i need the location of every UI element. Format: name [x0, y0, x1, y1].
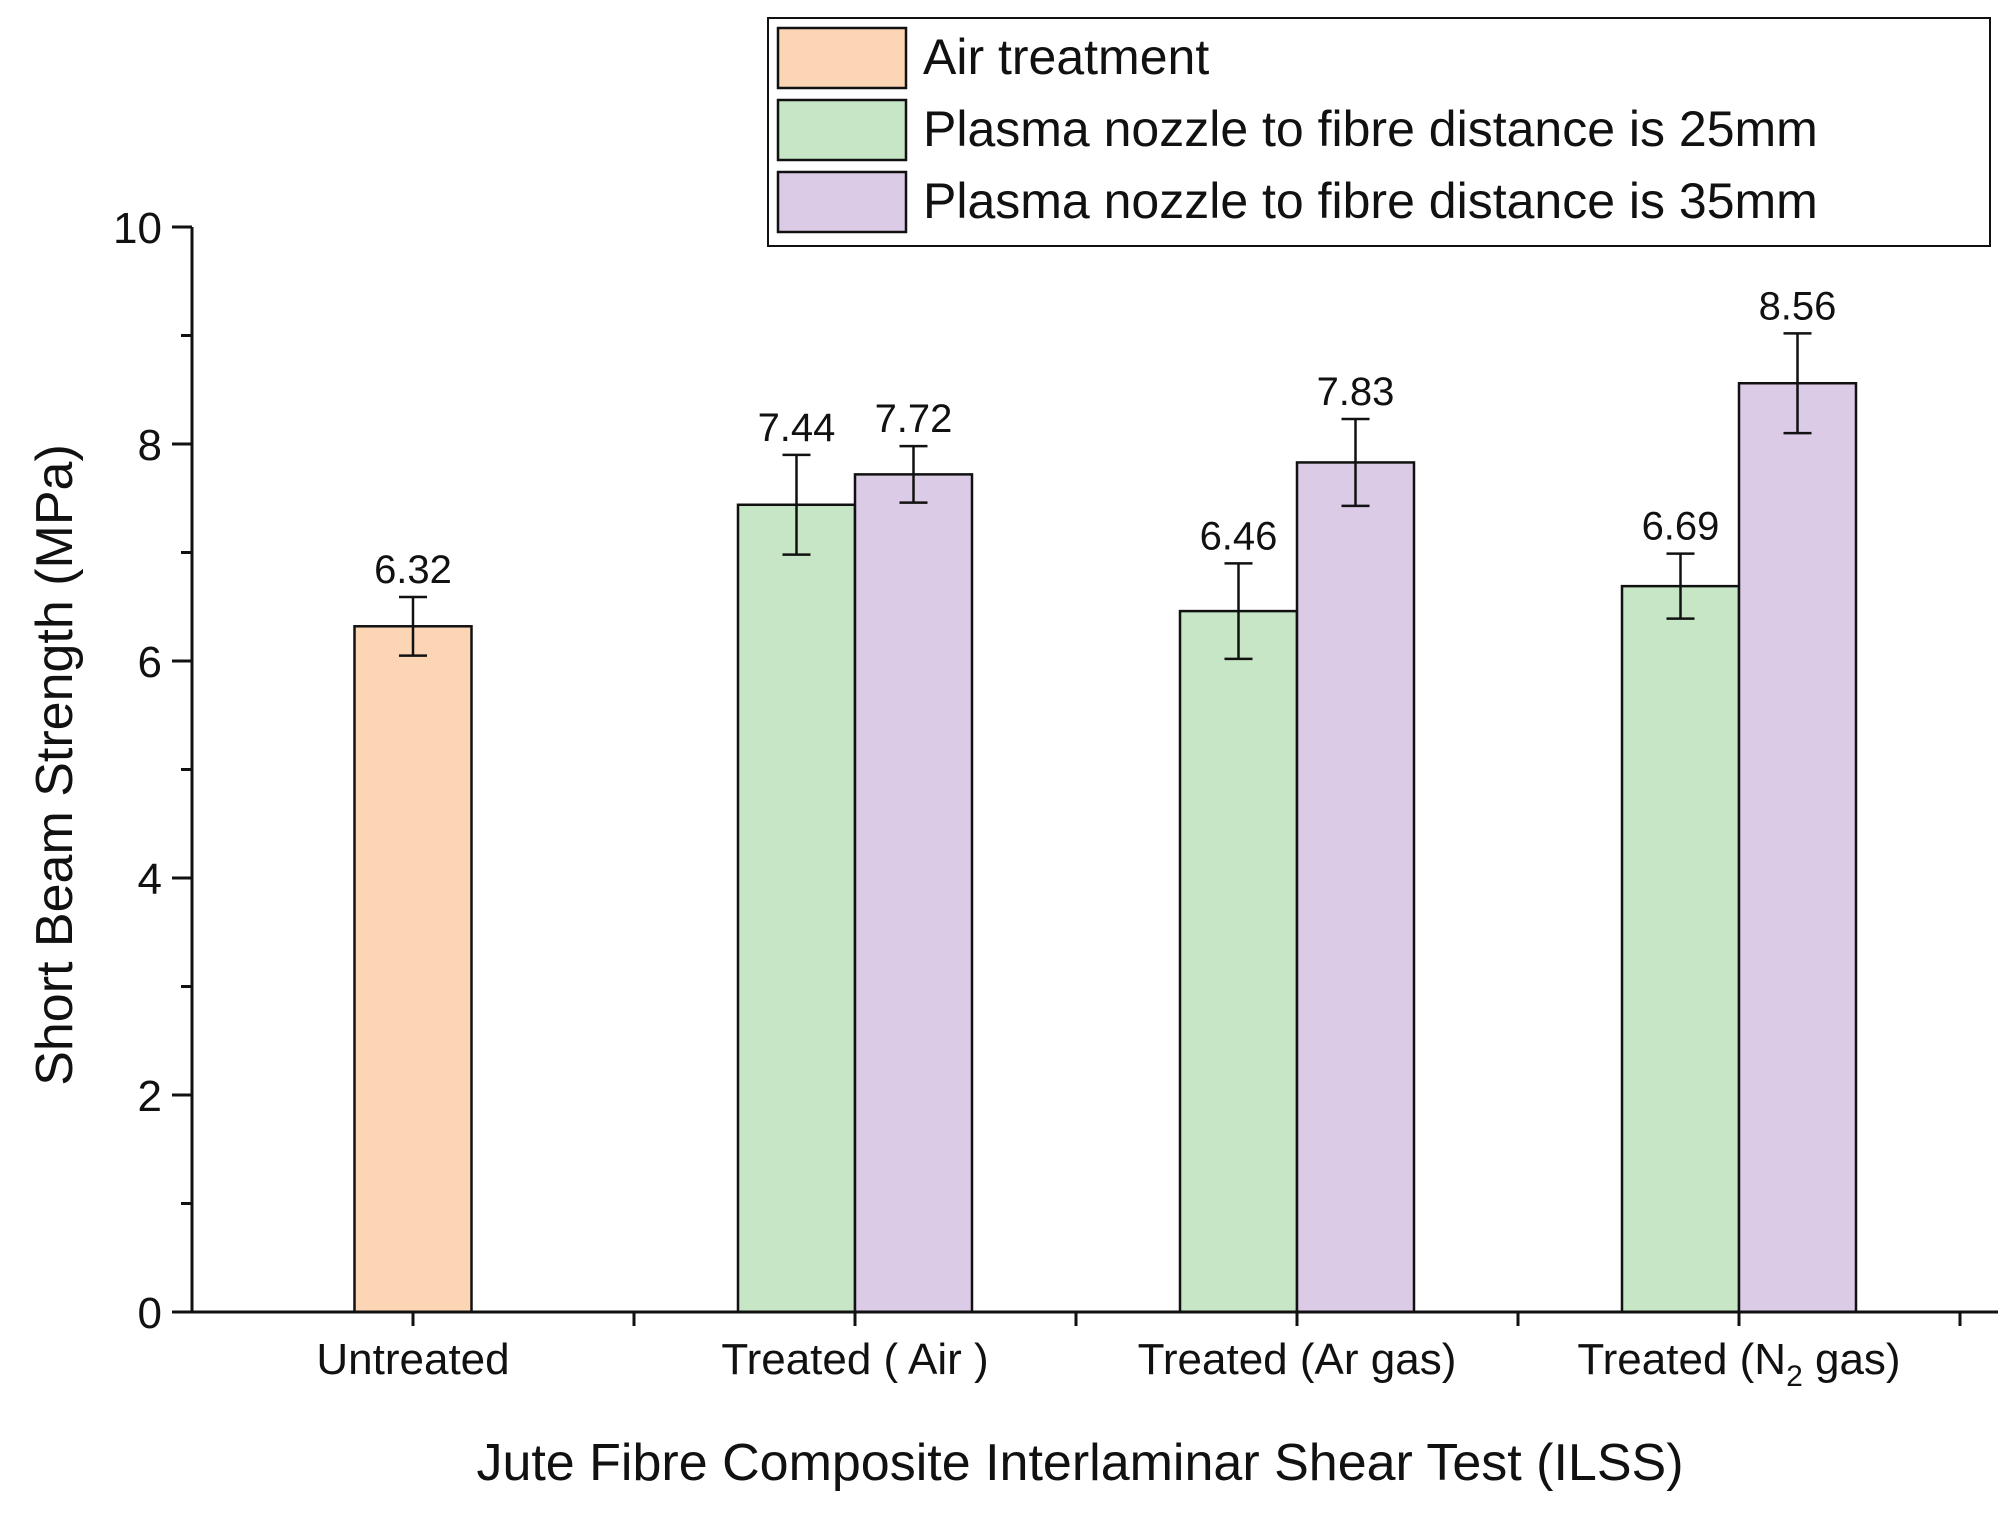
- legend-swatch: [776, 170, 908, 234]
- bar: [1178, 609, 1299, 1314]
- bar: [1295, 461, 1416, 1314]
- y-tick-label: 0: [138, 1289, 162, 1338]
- bar-value-label: 7.83: [1317, 370, 1395, 414]
- bar-value-label: 7.72: [875, 397, 953, 441]
- x-axis-title: Jute Fibre Composite Interlaminar Shear …: [476, 1434, 1683, 1492]
- bar: [353, 625, 473, 1314]
- bar: [1620, 584, 1741, 1314]
- x-tick-label: Treated ( Air ): [721, 1335, 988, 1384]
- bars: 6.32 7.44 7.72 6.46 7.83 6.69 8.56: [353, 284, 1858, 1314]
- legend-label: Plasma nozzle to fibre distance is 35mm: [923, 173, 1818, 229]
- bar-value-label: 6.46: [1200, 514, 1278, 558]
- y-tick-label: 8: [138, 421, 162, 470]
- legend-swatch: [776, 26, 908, 90]
- bar: [1737, 381, 1858, 1314]
- y-tick-label: 10: [113, 204, 162, 253]
- axes: 0 2 4 6 8 10 Untreated Treated ( Air ) Treated (…: [113, 204, 1998, 1393]
- x-tick-label: Untreated: [316, 1335, 509, 1384]
- y-tick-label: 4: [138, 855, 162, 904]
- y-tick-label: 2: [138, 1072, 162, 1121]
- x-tick-label: Treated (N2 gas): [1577, 1335, 1900, 1393]
- bar-value-label: 6.69: [1642, 505, 1720, 549]
- bar: [853, 473, 974, 1314]
- bar-value-label: 7.44: [758, 406, 836, 450]
- legend-box: [767, 17, 1991, 247]
- x-tick-label: Treated (Ar gas): [1138, 1335, 1457, 1384]
- legend-swatch: [776, 98, 908, 162]
- bar-value-label: 6.32: [374, 548, 452, 592]
- legend-label: Plasma nozzle to fibre distance is 25mm: [923, 101, 1818, 157]
- y-axis-title: Short Beam Strength (MPa): [26, 444, 84, 1086]
- legend-label: Air treatment: [923, 29, 1209, 85]
- bar-value-label: 8.56: [1759, 284, 1837, 328]
- y-tick-label: 6: [138, 638, 162, 687]
- bar: [736, 503, 857, 1314]
- legend: Air treatment Plasma nozzle to fibre dist…: [767, 17, 1991, 247]
